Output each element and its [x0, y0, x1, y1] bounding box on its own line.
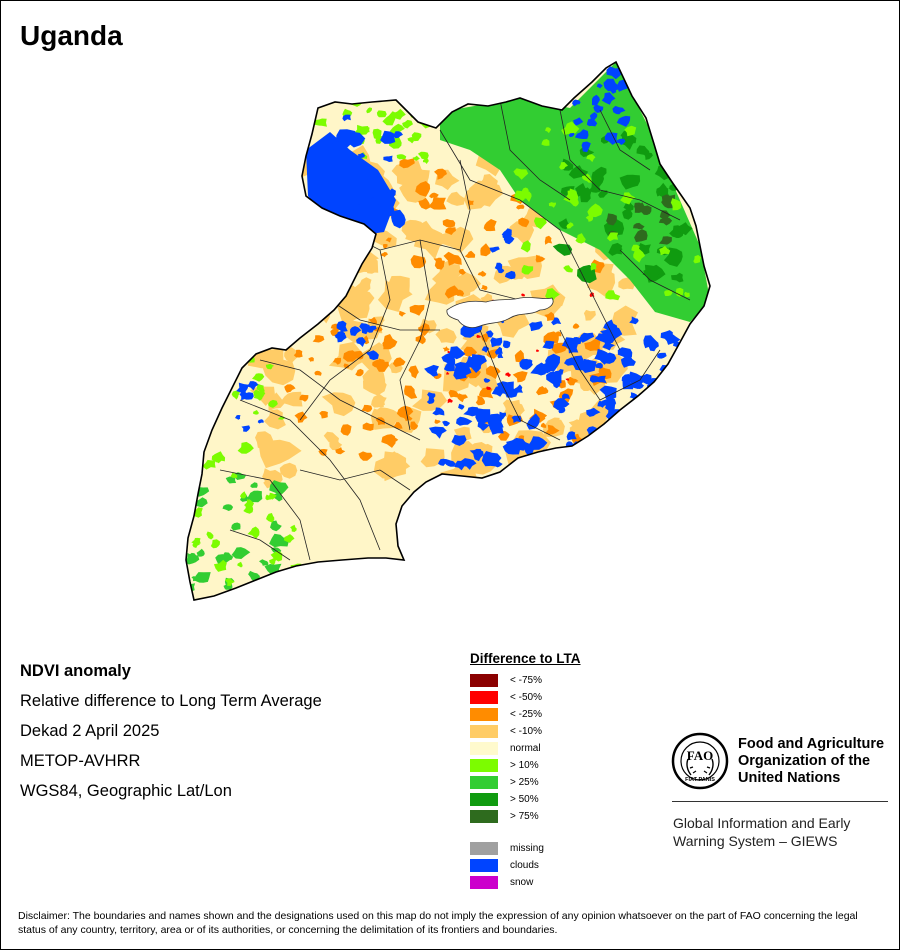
district-boundary [299, 469, 411, 491]
legend-swatch [470, 708, 498, 721]
legend-item: clouds [470, 857, 581, 874]
legend-label: > 50% [510, 794, 539, 805]
product-sensor: METOP-AVHRR [20, 752, 141, 770]
legend-item: < -50% [470, 689, 581, 706]
anomaly-patches [489, 228, 516, 280]
district-boundary [499, 99, 571, 201]
district-boundary [229, 529, 291, 561]
district-boundary [479, 329, 561, 441]
legend-label: clouds [510, 860, 539, 871]
legend-item: < -10% [470, 723, 581, 740]
anomaly-patches [565, 66, 632, 153]
organization-name: Food and Agriculture Organization of the… [738, 736, 884, 787]
district-boundary [519, 199, 621, 351]
legend-label: < -25% [510, 709, 542, 720]
org-name-line3: United Nations [738, 770, 841, 786]
anomaly-patches [189, 441, 303, 600]
map-title: Uganda [20, 20, 123, 51]
giews-name: Global Information and Early Warning Sys… [673, 814, 850, 850]
legend-item: < -25% [470, 706, 581, 723]
legend-swatch [470, 691, 498, 704]
district-boundary [299, 249, 391, 421]
ndvi-anomaly-layer [186, 62, 710, 600]
legend-item: > 75% [470, 808, 581, 825]
legend-special: missing clouds snow [470, 840, 581, 891]
map-info-block: NDVI anomaly Relative difference to Long… [20, 656, 322, 806]
product-period: Dekad 2 April 2025 [20, 722, 160, 740]
district-boundary [399, 239, 431, 431]
district-boundary [219, 469, 311, 561]
district-boundary [459, 159, 521, 301]
fao-logo-motto: FIAT PANIS [685, 777, 715, 783]
legend-swatch [470, 793, 498, 806]
organization-divider [672, 801, 888, 802]
giews-line1: Global Information and Early [673, 815, 851, 831]
legend: Difference to LTA < -75% < -50% < -25% < -1… [470, 651, 581, 891]
org-name-line1: Food and Agriculture [738, 736, 885, 752]
legend-swatch [470, 725, 498, 738]
org-name-line2: Organization of the [738, 753, 871, 769]
legend-label: > 75% [510, 811, 539, 822]
legend-swatch [470, 876, 498, 889]
legend-classes: < -75% < -50% < -25% < -10% normal > 10% > 25%… [470, 672, 581, 825]
legend-item: snow [470, 874, 581, 891]
legend-label: < -75% [510, 675, 542, 686]
anomaly-patches [231, 355, 286, 420]
district-boundary [619, 249, 691, 301]
district-boundary [559, 329, 661, 401]
legend-swatch [470, 759, 498, 772]
district-boundary [599, 109, 651, 171]
legend-label: normal [510, 743, 541, 754]
legend-label: > 10% [510, 760, 539, 771]
legend-item: > 10% [470, 757, 581, 774]
legend-item: > 25% [470, 774, 581, 791]
legend-item: missing [470, 840, 581, 857]
legend-title: Difference to LTA [470, 651, 581, 666]
lake-kyoga [446, 297, 554, 328]
fao-logo-text: FAO [687, 748, 713, 763]
legend-swatch [470, 776, 498, 789]
district-boundary [329, 299, 440, 331]
product-projection: WGS84, Geographic Lat/Lon [20, 782, 232, 800]
disclaimer-text: Disclaimer: The boundaries and names sho… [18, 910, 858, 936]
legend-swatch [470, 842, 498, 855]
legend-item: < -75% [470, 672, 581, 689]
legend-swatch [470, 674, 498, 687]
product-heading: NDVI anomaly [20, 662, 131, 680]
product-subtitle: Relative difference to Long Term Average [20, 692, 322, 710]
legend-label: < -10% [510, 726, 542, 737]
legend-swatch [470, 742, 498, 755]
legend-label: missing [510, 843, 544, 854]
legend-item: normal [470, 740, 581, 757]
legend-swatch [470, 859, 498, 872]
district-boundary [439, 129, 521, 201]
legend-item: > 50% [470, 791, 581, 808]
district-boundary [559, 109, 681, 221]
legend-label: snow [510, 877, 534, 888]
giews-line2: Warning System – GIEWS [673, 833, 838, 849]
district-boundary [259, 359, 421, 441]
country-border-uganda [185, 60, 711, 601]
legend-label: < -50% [510, 692, 542, 703]
fao-logo-icon: FAO FIAT PANIS [671, 732, 729, 790]
legend-swatch [470, 810, 498, 823]
district-boundary [239, 399, 381, 551]
anomaly-patches [334, 320, 379, 361]
legend-label: > 25% [510, 777, 539, 788]
